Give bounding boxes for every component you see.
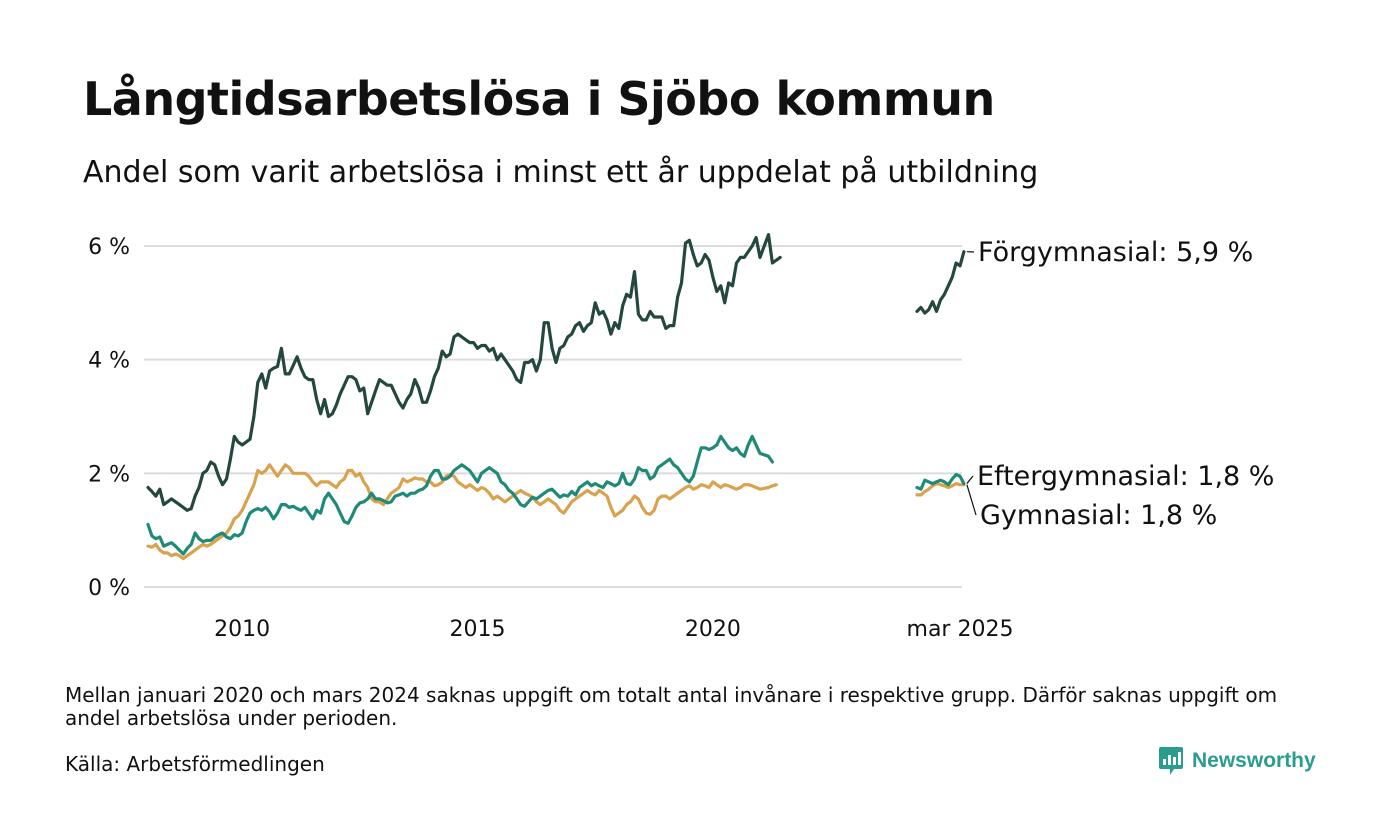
label-leader-line <box>966 475 974 484</box>
series-end-label: Eftergymnasial: 1,8 % <box>977 461 1274 492</box>
series-end-label: Gymnasial: 1,8 % <box>980 500 1217 531</box>
chart-subtitle: Andel som varit arbetslösa i minst ett å… <box>83 155 1039 190</box>
brand-name: Newsworthy <box>1192 749 1316 772</box>
series-line-eftergymnasial <box>915 472 966 491</box>
y-tick-label: 6 % <box>88 235 130 260</box>
series-line-gymnasial <box>146 463 778 561</box>
x-tick-label: 2015 <box>450 617 506 642</box>
x-tick-label: mar 2025 <box>907 617 1014 642</box>
series-line-gymnasial <box>915 482 966 497</box>
series-lines <box>146 233 966 561</box>
x-tick-label: 2010 <box>214 617 270 642</box>
series-end-labels: Förgymnasial: 5,9 % Eftergymnasial: 1,8 %… <box>966 237 1274 531</box>
brand-logo[interactable]: Newsworthy <box>1158 746 1316 776</box>
gridlines <box>144 245 962 588</box>
y-tick-label: 4 % <box>88 349 130 374</box>
y-axis-tick-labels: 0 % 2 % 4 % 6 % <box>88 235 130 601</box>
series-line-eftergymnasial <box>146 434 775 556</box>
y-tick-label: 0 % <box>88 576 130 601</box>
series-end-label: Förgymnasial: 5,9 % <box>978 237 1253 268</box>
x-axis-tick-labels: 2010 2015 2020 mar 2025 <box>214 617 1013 642</box>
footnote: Mellan januari 2020 och mars 2024 saknas… <box>65 683 1278 730</box>
label-leader-line <box>966 484 977 516</box>
series-line-förgymnasial <box>146 233 782 512</box>
series-line-förgymnasial <box>915 250 966 315</box>
line-chart: 0 % 2 % 4 % 6 % 2010 2015 2020 mar 2025 Förgym… <box>88 233 1274 642</box>
x-tick-label: 2020 <box>685 617 741 642</box>
y-tick-label: 2 % <box>88 462 130 487</box>
chart-title: Långtidsarbetslösa i Sjöbo kommun <box>83 72 995 126</box>
source-text: Källa: Arbetsförmedlingen <box>65 752 325 776</box>
bar-chart-speech-bubble-icon <box>1159 747 1183 775</box>
